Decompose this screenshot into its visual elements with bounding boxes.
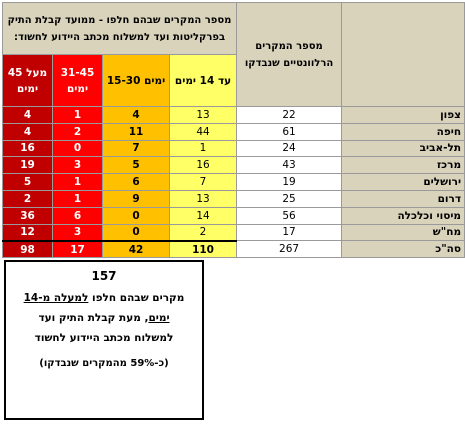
summary-box: 157 מקרים שבהם חלפו למעלה מ-14 ימים, מעת…: [4, 260, 204, 420]
bucket-31-45-header: 31-45 ימים: [52, 54, 103, 107]
cell-31-45: 17: [52, 239, 103, 259]
table-row: 5 1 6 7 19 ירושלים: [2, 173, 465, 191]
bucket-over45-header: מעל 45 ימים: [2, 54, 53, 107]
cell-over45: 16: [2, 139, 53, 158]
summary-count: 157: [91, 269, 117, 283]
cell-region-name: מח"ש: [341, 223, 465, 242]
table-row: 2 1 9 13 25 דרום: [2, 189, 465, 208]
cell-over45: 4: [2, 122, 53, 141]
bucket-15-30-header: 15-30 ימים: [102, 54, 170, 107]
summary-footnote: (כ-59% מהמקרים שנבדקו): [39, 358, 169, 369]
cell-15-30: 11: [102, 122, 170, 141]
cell-15-30: 0: [102, 206, 170, 225]
cell-relevant: 19: [236, 173, 343, 191]
cell-15-30: 5: [102, 156, 170, 175]
cell-31-45: 6: [52, 206, 103, 225]
cell-upto14: 110: [168, 239, 238, 259]
cell-31-45: 3: [52, 156, 103, 175]
cell-region-name: דרום: [341, 189, 465, 208]
table-row: 4 2 11 44 61 חיפה: [2, 122, 465, 141]
cell-region-name: תל-אביב: [341, 139, 465, 158]
bucket-upto14-header: עד 14 ימים: [168, 54, 238, 107]
cell-15-30: 0: [102, 223, 170, 242]
cell-relevant: 25: [236, 189, 343, 208]
cell-over45: 36: [2, 206, 53, 225]
table-row: 12 3 0 2 17 מח"ש: [2, 223, 465, 242]
cell-31-45: 0: [52, 139, 103, 158]
cell-over45: 98: [2, 239, 53, 259]
cell-region-name: צפון: [341, 106, 465, 124]
cell-relevant: 61: [236, 122, 343, 141]
cell-relevant: 43: [236, 156, 343, 175]
table-row: 36 6 0 14 56 מיסוי וכלכלה: [2, 206, 465, 225]
cell-15-30: 6: [102, 173, 170, 191]
cell-15-30: 4: [102, 106, 170, 124]
summary-line-1: מקרים שבהם חלפו למעלה מ-14: [23, 292, 185, 304]
cell-over45: 4: [2, 106, 53, 124]
cell-relevant: 17: [236, 223, 343, 242]
cell-upto14: 16: [168, 156, 238, 175]
cell-over45: 2: [2, 189, 53, 208]
cell-region-name: חיפה: [341, 122, 465, 141]
table-body: 4 1 4 13 22 צפון 4 2 11 44 61 חיפה 16 0 7 1 24 תל-אביב 19 3…: [2, 106, 465, 259]
cell-region-name: ירושלים: [341, 173, 465, 191]
cell-relevant: 56: [236, 206, 343, 225]
cell-region-name: מרכז: [341, 156, 465, 175]
cell-region-name: סה"כ: [341, 240, 465, 259]
cell-31-45: 1: [52, 173, 103, 191]
relevant-cases-header: מספר המקרים הרלוונטיים שנבדקו: [236, 2, 343, 107]
cell-31-45: 1: [52, 106, 103, 124]
cell-upto14: 7: [168, 173, 238, 191]
table-row: 19 3 5 16 43 מרכז: [2, 156, 465, 175]
cell-31-45: 1: [52, 189, 103, 208]
cell-31-45: 2: [52, 122, 103, 141]
table-row: 16 0 7 1 24 תל-אביב: [2, 139, 465, 158]
cell-upto14: 1: [168, 139, 238, 158]
group-header: מספר המקרים שבהם חלפו - ממועד קבלת התיק …: [1, 2, 238, 55]
cell-upto14: 13: [168, 189, 238, 208]
cell-15-30: 7: [102, 139, 170, 158]
cell-over45: 19: [2, 156, 53, 175]
table-row: 98 17 42 110 267 סה"כ: [2, 239, 465, 259]
cell-relevant: 267: [236, 240, 343, 259]
cases-table: מספר המקרים שבהם חלפו - ממועד קבלת התיק …: [1, 2, 465, 259]
cell-upto14: 2: [168, 223, 238, 242]
table-row: 4 1 4 13 22 צפון: [2, 106, 465, 124]
cell-31-45: 3: [52, 223, 103, 242]
cell-relevant: 22: [236, 106, 343, 124]
cell-15-30: 42: [102, 239, 170, 259]
header-corner: [341, 2, 465, 107]
cell-upto14: 14: [168, 206, 238, 225]
cell-region-name: מיסוי וכלכלה: [341, 206, 465, 225]
summary-line-2: ימים, מעת קבלת התיק ועד: [38, 312, 170, 324]
cell-relevant: 24: [236, 139, 343, 158]
summary-line-3: למשלוח מכתב היידוע לחשוד: [34, 332, 174, 344]
cell-over45: 5: [2, 173, 53, 191]
cell-upto14: 44: [168, 122, 238, 141]
cell-upto14: 13: [168, 106, 238, 124]
cell-15-30: 9: [102, 189, 170, 208]
cell-over45: 12: [2, 223, 53, 242]
